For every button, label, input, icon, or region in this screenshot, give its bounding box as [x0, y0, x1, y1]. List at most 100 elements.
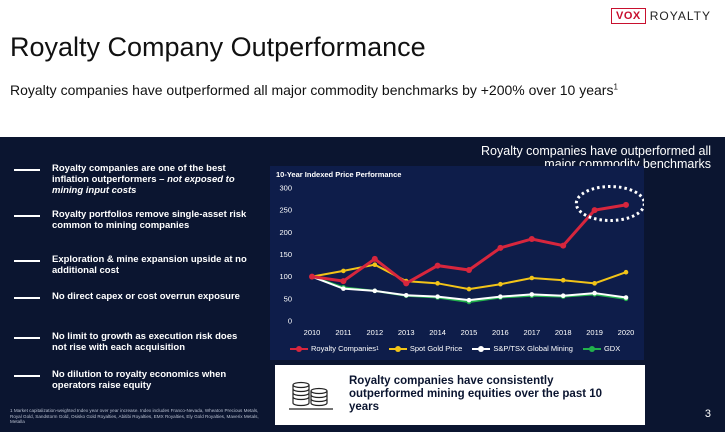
logo-text: ROYALTY	[649, 9, 711, 23]
highlight-ellipse	[574, 185, 644, 223]
y-tick-label: 0	[288, 317, 292, 326]
dash-icon	[14, 260, 40, 262]
x-tick-label: 2010	[304, 328, 321, 337]
bullet-text: No limit to growth as execution risk doe…	[52, 331, 238, 353]
data-point	[371, 255, 378, 262]
data-point	[529, 275, 535, 281]
footnote: 1 Market capitalization-weighted Index y…	[10, 408, 259, 424]
y-tick-label: 300	[279, 184, 292, 193]
page-number: 3	[704, 408, 711, 420]
dash-icon	[14, 215, 40, 217]
data-point	[529, 292, 535, 297]
data-point	[623, 201, 629, 208]
data-point	[592, 290, 597, 296]
data-point	[498, 294, 503, 299]
x-tick-label: 2014	[429, 328, 446, 337]
data-point	[466, 267, 472, 274]
series-lines	[309, 201, 629, 305]
data-point	[403, 280, 410, 287]
line-chart: 10-Year Indexed Price Performance 0 50 100…	[270, 166, 644, 360]
data-point	[560, 293, 566, 299]
bullet-text: Exploration & mine expansion upside at n…	[52, 254, 247, 276]
summary-box: Royalty companies have consistently outp…	[275, 365, 645, 425]
data-point	[434, 262, 441, 269]
legend-label: Spot Gold Price	[409, 344, 463, 353]
chart-title: 10-Year Indexed Price Performance	[276, 170, 401, 179]
x-tick-label: 2015	[461, 328, 478, 337]
y-tick-label: 50	[284, 294, 292, 303]
dash-icon	[14, 375, 40, 377]
data-point	[466, 286, 472, 292]
bullet-item: Royalty companies are one of the best in…	[0, 163, 270, 196]
y-tick-label: 250	[279, 206, 292, 215]
data-point	[623, 269, 629, 275]
series-spot-gold-price	[309, 262, 629, 292]
x-tick-label: 2013	[398, 328, 415, 337]
dash-icon	[14, 297, 40, 299]
legend-swatch	[582, 345, 601, 352]
legend-swatch	[472, 345, 491, 352]
bullet-item: No direct capex or cost overrun exposure	[0, 291, 270, 302]
logo-box: VOX	[611, 8, 646, 24]
data-point	[560, 277, 566, 283]
series-royalty-companies	[309, 201, 629, 287]
bullet-text: No dilution to royalty economics when op…	[52, 369, 227, 391]
page-subtitle: Royalty companies have outperformed all …	[10, 82, 618, 98]
data-point	[372, 262, 378, 267]
legend-item: Royalty Companies 1	[290, 344, 379, 353]
legend-swatch	[388, 345, 407, 352]
data-point	[498, 281, 503, 287]
x-tick-label: 2018	[555, 328, 572, 337]
x-tick-label: 2019	[586, 328, 603, 337]
data-point	[309, 273, 315, 280]
data-point	[623, 295, 629, 300]
legend-sup: 1	[376, 345, 379, 352]
bullet-text: Royalty companies are one of the best in…	[52, 163, 235, 196]
x-tick-label: 2012	[366, 328, 383, 337]
x-tick-label: 2017	[523, 328, 540, 337]
legend-label: Royalty Companies	[311, 344, 377, 353]
data-point	[435, 281, 440, 286]
data-point	[372, 288, 378, 294]
legend-label: GDX	[603, 344, 621, 353]
summary-text: Royalty companies have consistently outp…	[349, 375, 603, 413]
page-title: Royalty Company Outperformance	[10, 32, 426, 62]
legend-label: S&P/TSX Global Mining	[493, 344, 573, 353]
coin-stack-icon	[289, 381, 333, 410]
subtitle-footnote-mark: 1	[613, 82, 618, 92]
series-s-p-tsx-global-mining	[309, 274, 629, 303]
data-point	[528, 235, 535, 242]
bullet-text: Royalty portfolios remove single-asset r…	[52, 209, 247, 231]
x-tick-label: 2011	[335, 328, 351, 337]
x-axis: 2010 2011 2012 2013 2014 2015 2016 2017 2018 2019…	[304, 328, 635, 337]
data-point	[403, 292, 409, 298]
data-point	[340, 278, 347, 285]
x-tick-label: 2016	[492, 328, 509, 337]
logo: VOX ROYALTY	[611, 8, 711, 24]
subtitle-text: Royalty companies have outperformed all …	[10, 82, 614, 98]
dash-icon	[14, 337, 40, 339]
y-tick-label: 150	[279, 250, 292, 259]
data-point	[341, 268, 346, 274]
legend-item: Spot Gold Price	[388, 344, 463, 353]
y-tick-label: 100	[279, 272, 292, 281]
data-point	[560, 242, 567, 249]
chart-svg: 10-Year Indexed Price Performance 0 50 100…	[276, 170, 644, 337]
y-tick-label: 200	[279, 228, 292, 237]
legend-item: GDX	[582, 344, 621, 353]
bullet-item: Exploration & mine expansion upside at n…	[0, 254, 270, 276]
chart-legend: Royalty Companies 1 Spot Gold Price S&P/T…	[290, 344, 620, 353]
legend-swatch	[290, 345, 308, 352]
legend-item: S&P/TSX Global Mining	[472, 344, 573, 353]
data-point	[497, 244, 504, 251]
bullet-item: No dilution to royalty economics when op…	[0, 369, 270, 391]
data-point	[341, 286, 346, 291]
dash-icon	[14, 169, 40, 171]
bullet-item: No limit to growth as execution risk doe…	[0, 331, 270, 353]
data-point	[466, 297, 472, 303]
bullet-item: Royalty portfolios remove single-asset r…	[0, 209, 270, 231]
data-point	[435, 294, 440, 299]
y-axis: 0 50 100 150 200 250 300	[279, 184, 292, 326]
x-tick-label: 2020	[618, 328, 635, 337]
bullet-text: No direct capex or cost overrun exposure	[52, 291, 240, 302]
